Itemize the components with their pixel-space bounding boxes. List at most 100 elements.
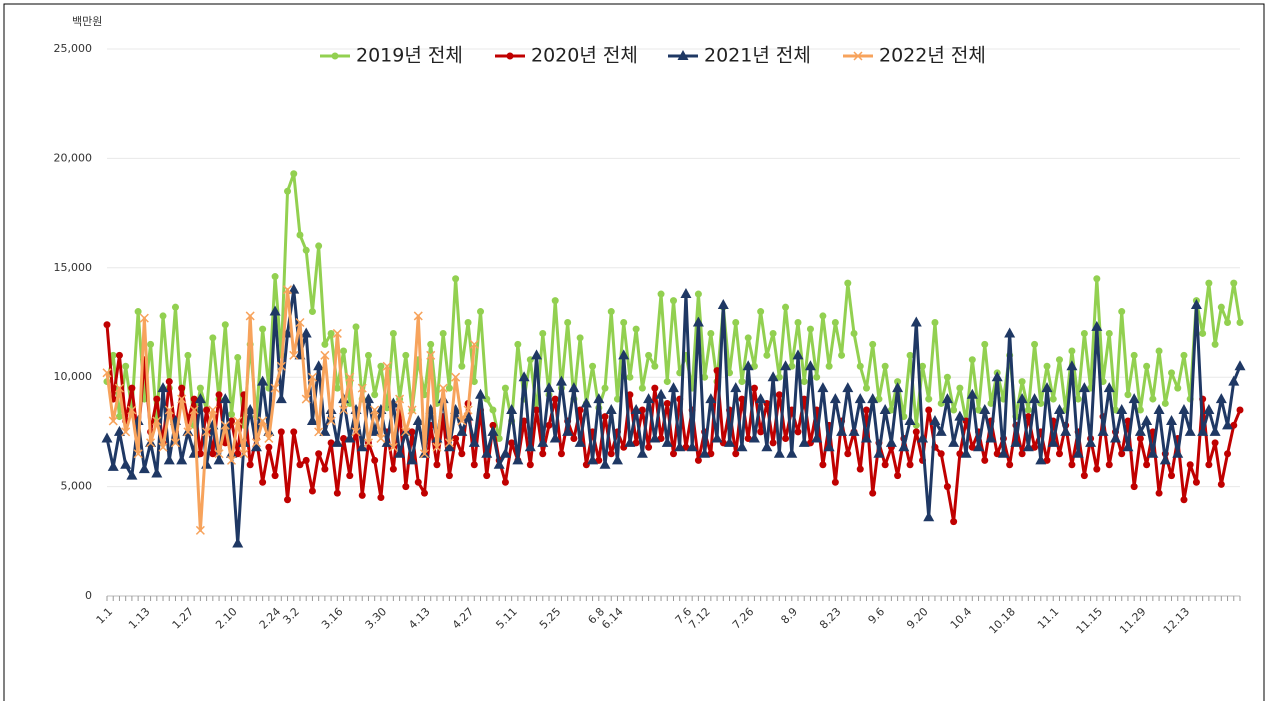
marker (991, 371, 1003, 382)
marker (881, 461, 889, 469)
marker (331, 436, 343, 447)
marker (407, 405, 417, 415)
marker (1103, 382, 1115, 393)
marker (209, 450, 217, 458)
marker (452, 275, 460, 283)
marker (885, 436, 897, 447)
marker (707, 450, 715, 458)
marker (171, 303, 179, 311)
marker (170, 438, 181, 448)
marker (1022, 441, 1034, 452)
marker (576, 334, 584, 342)
marker (985, 432, 997, 443)
marker (929, 414, 941, 425)
marker (302, 456, 310, 464)
marker (332, 328, 342, 338)
marker (228, 410, 236, 418)
marker (401, 427, 411, 437)
marker (748, 432, 760, 443)
marker (345, 372, 355, 382)
marker (873, 447, 885, 458)
marker (879, 404, 891, 415)
marker (1031, 443, 1039, 451)
marker (344, 432, 356, 443)
marker (574, 436, 586, 447)
marker (620, 319, 628, 326)
marker (1234, 360, 1246, 371)
marker (1068, 461, 1076, 469)
marker (564, 319, 572, 326)
marker (158, 442, 168, 452)
marker (551, 395, 559, 403)
marker (701, 373, 709, 381)
marker (1217, 303, 1225, 311)
marker (1006, 461, 1014, 469)
marker (146, 438, 156, 448)
marker (844, 450, 852, 458)
marker (250, 441, 262, 452)
marker (202, 427, 212, 437)
marker (732, 450, 740, 458)
legend-label: 2019년 전체 (356, 45, 463, 67)
marker (1224, 319, 1232, 326)
marker (975, 406, 983, 414)
marker (283, 285, 293, 295)
marker (489, 406, 497, 414)
marker (1004, 327, 1016, 338)
marker (314, 427, 324, 437)
marker (780, 360, 792, 371)
marker (668, 382, 679, 393)
marker (147, 340, 155, 348)
marker (358, 491, 366, 499)
marker (101, 432, 113, 443)
marker (444, 438, 454, 448)
marker (233, 416, 243, 426)
marker (819, 312, 827, 320)
marker (761, 441, 773, 452)
legend-label: 2022년 전체 (879, 45, 986, 67)
marker (271, 472, 279, 480)
marker (931, 319, 939, 326)
marker (887, 406, 895, 414)
marker (1172, 447, 1184, 458)
marker (1180, 351, 1188, 359)
marker (340, 434, 348, 442)
marker (973, 441, 985, 452)
marker (406, 454, 418, 465)
marker (163, 454, 175, 465)
marker (269, 305, 281, 316)
marker (632, 439, 640, 447)
marker (1074, 395, 1082, 403)
marker (626, 391, 634, 399)
marker (458, 450, 466, 458)
marker (773, 447, 785, 458)
marker (1043, 456, 1051, 464)
marker (605, 404, 617, 415)
marker (782, 434, 790, 442)
marker (1118, 308, 1126, 316)
marker (306, 414, 318, 425)
marker (1116, 404, 1128, 415)
series-line (105, 288, 476, 532)
marker (661, 436, 673, 447)
marker (1105, 461, 1113, 469)
marker (1186, 461, 1194, 469)
marker (649, 432, 661, 443)
marker (120, 458, 132, 469)
marker (369, 425, 381, 436)
marker (1122, 441, 1134, 452)
marker (164, 405, 174, 415)
marker (692, 316, 704, 327)
marker (508, 439, 516, 447)
marker (468, 436, 480, 447)
marker (412, 414, 424, 425)
marker (1180, 496, 1188, 504)
marker (190, 395, 198, 403)
marker (151, 467, 163, 478)
marker (209, 334, 217, 342)
marker (420, 489, 428, 497)
marker (750, 384, 758, 392)
marker (1078, 382, 1090, 393)
marker (867, 393, 879, 404)
